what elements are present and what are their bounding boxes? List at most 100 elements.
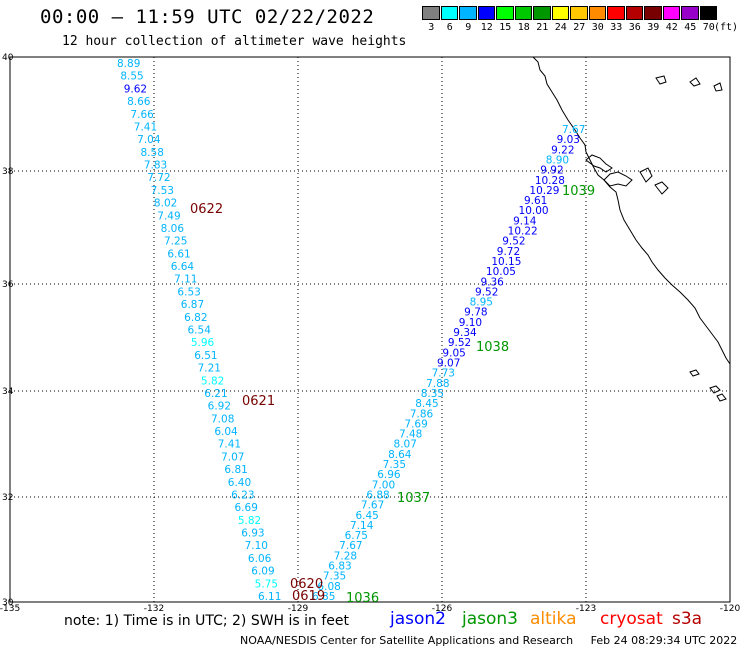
swh-value: 9.78 bbox=[464, 307, 487, 319]
swh-value: 7.53 bbox=[151, 185, 174, 197]
swh-value: 6.54 bbox=[188, 325, 212, 337]
time-label-1036: 1036 bbox=[346, 591, 379, 606]
satellite-name-cryosat: cryosat bbox=[600, 609, 663, 629]
swh-value: 7.07 bbox=[221, 451, 244, 463]
swh-value: 8.02 bbox=[154, 198, 177, 210]
legend-swatch bbox=[699, 6, 717, 20]
swh-value: 9.52 bbox=[448, 337, 471, 349]
legend-label: 36 bbox=[628, 22, 641, 33]
swh-value: 6.81 bbox=[224, 464, 247, 476]
swh-value: 6.45 bbox=[355, 510, 378, 522]
legend-swatch bbox=[588, 6, 606, 20]
swh-value: 9.22 bbox=[551, 144, 574, 156]
satellite-name-jason3: jason3 bbox=[462, 609, 518, 629]
swh-value: 9.05 bbox=[442, 347, 465, 359]
swh-value: 9.34 bbox=[453, 327, 477, 339]
legend-swatch bbox=[681, 6, 699, 20]
swh-value: 7.67 bbox=[339, 540, 362, 552]
legend-labels: 3 6 9 12 15 18 21 24 27 30 33 36 39 42 45 70 bbox=[422, 22, 718, 33]
swh-value: 10.22 bbox=[508, 226, 538, 238]
swh-value: 8.55 bbox=[120, 71, 143, 83]
swh-value: 7.67 bbox=[562, 124, 585, 136]
swh-value: 6.69 bbox=[235, 502, 258, 514]
swh-value: 9.36 bbox=[480, 276, 504, 288]
swh-value: 7.69 bbox=[404, 418, 427, 430]
swh-value: 7.88 bbox=[426, 378, 449, 390]
time-label-0622: 0622 bbox=[190, 202, 223, 217]
swh-value: 6.87 bbox=[181, 299, 204, 311]
swh-value: 9.10 bbox=[459, 317, 482, 329]
swh-value: 6.75 bbox=[345, 530, 368, 542]
swh-value: 8.95 bbox=[470, 297, 493, 309]
swh-value: 9.07 bbox=[437, 358, 460, 370]
swh-value: 6.08 bbox=[317, 581, 340, 593]
legend-label: 24 bbox=[554, 22, 567, 33]
credit-text: NOAA/NESDIS Center for Satellite Applica… bbox=[240, 634, 574, 647]
legend-label: 18 bbox=[517, 22, 530, 33]
swh-value: 8.89 bbox=[117, 58, 140, 70]
swh-value: 10.29 bbox=[529, 185, 559, 197]
footer-credit: NOAA/NESDIS Center for Satellite Applica… bbox=[240, 634, 737, 647]
legend-swatch bbox=[422, 6, 440, 20]
swh-value: 7.67 bbox=[361, 500, 384, 512]
cryosat-track: 8.898.559.628.667.667.417.048.587.837.72… bbox=[117, 58, 281, 603]
swh-value: 6.83 bbox=[328, 561, 351, 573]
swh-value: 6.40 bbox=[228, 477, 251, 489]
legend-label: 3 bbox=[428, 22, 435, 33]
satellite-name-jason2: jason2 bbox=[390, 609, 446, 629]
swh-value: 7.25 bbox=[164, 236, 187, 248]
legend-swatch bbox=[514, 6, 532, 20]
swh-value: 8.90 bbox=[546, 154, 569, 166]
swh-value: 6.92 bbox=[208, 401, 231, 413]
longitude-label: -129 bbox=[288, 604, 309, 614]
swh-value: 9.14 bbox=[513, 215, 537, 227]
swh-value: 7.28 bbox=[334, 550, 357, 562]
longitude-label: -135 bbox=[0, 604, 20, 614]
swh-value: 7.41 bbox=[134, 121, 157, 133]
swh-value: 7.08 bbox=[211, 413, 234, 425]
latitude-label: 30 bbox=[2, 598, 14, 608]
swh-value: 6.23 bbox=[231, 489, 254, 501]
swh-value: 6.61 bbox=[167, 248, 190, 260]
legend-swatch bbox=[625, 6, 643, 20]
swh-value: 6.88 bbox=[366, 489, 389, 501]
legend-label: 70 bbox=[702, 22, 715, 33]
swh-value: 6.21 bbox=[204, 388, 227, 400]
legend-label: 33 bbox=[610, 22, 623, 33]
swh-value: 7.86 bbox=[410, 408, 434, 420]
coastline bbox=[532, 56, 731, 402]
swh-value: 8.66 bbox=[127, 96, 151, 108]
legend-label: 15 bbox=[499, 22, 512, 33]
latitude-label: 40 bbox=[2, 53, 14, 63]
time-label-1037: 1037 bbox=[397, 491, 430, 506]
map-subtitle: 12 hour collection of altimeter wave hei… bbox=[62, 34, 407, 49]
swh-value: 7.83 bbox=[144, 160, 167, 172]
generation-timestamp: Feb 24 08:29:34 UTC 2022 bbox=[590, 634, 738, 647]
swh-value: 7.35 bbox=[383, 459, 406, 471]
swh-value: 5.82 bbox=[201, 375, 224, 387]
legend-swatch bbox=[477, 6, 495, 20]
swh-value: 6.04 bbox=[214, 426, 238, 438]
swh-value: 10.05 bbox=[486, 266, 516, 278]
legend-swatch bbox=[662, 6, 680, 20]
swh-value: 7.49 bbox=[157, 210, 180, 222]
legend-swatch bbox=[551, 6, 569, 20]
legend-label: 12 bbox=[480, 22, 493, 33]
swh-value: 6.64 bbox=[171, 261, 195, 273]
satellite-name-s3a: s3a bbox=[672, 609, 703, 629]
legend-label: 39 bbox=[647, 22, 660, 33]
swh-value: 7.11 bbox=[174, 274, 197, 286]
footer-note: note: 1) Time is in UTC; 2) SWH is in fe… bbox=[64, 613, 350, 629]
swh-value: 7.66 bbox=[130, 109, 154, 121]
swh-value: 6.85 bbox=[312, 591, 335, 603]
swh-value: 7.04 bbox=[137, 134, 161, 146]
legend-swatch bbox=[440, 6, 458, 20]
swh-value: 6.96 bbox=[377, 469, 401, 481]
map-title: 00:00 – 11:59 UTC 02/22/2022 bbox=[40, 6, 375, 28]
legend-label: 9 bbox=[465, 22, 472, 33]
swh-value: 8.64 bbox=[388, 449, 412, 461]
swh-value: 6.53 bbox=[177, 286, 200, 298]
legend-label: 27 bbox=[573, 22, 586, 33]
swh-value: 6.09 bbox=[251, 566, 274, 578]
